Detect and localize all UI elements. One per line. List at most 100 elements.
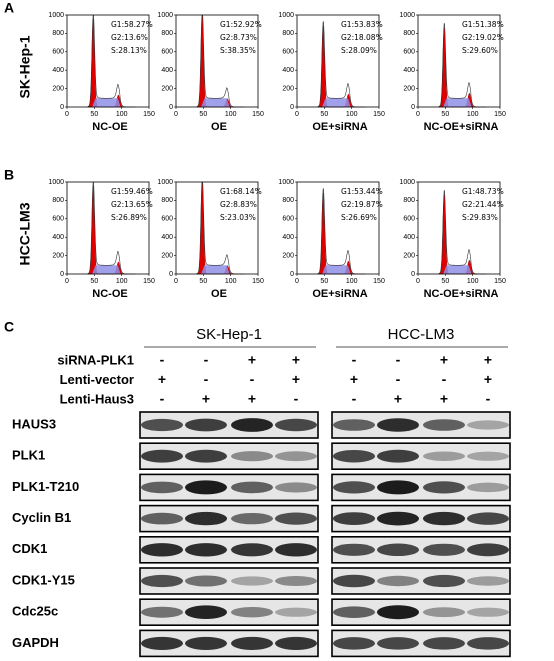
sign: - (396, 371, 401, 387)
band (231, 576, 273, 586)
y-tick-label: 200 (161, 85, 173, 92)
y-tick-label: 1000 (48, 179, 64, 186)
y-tick-label: 800 (161, 197, 173, 204)
band (467, 482, 509, 493)
band (141, 418, 183, 432)
band (185, 418, 227, 432)
band (423, 481, 465, 494)
y-tick-label: 600 (161, 216, 173, 223)
y-tick-label: 800 (52, 197, 64, 204)
band (467, 607, 509, 617)
x-tick-label: 50 (441, 111, 449, 118)
protein-label: Cdc25c (12, 604, 58, 619)
phase-stat: G1:58.27% (111, 20, 153, 29)
protein-label: Cyclin B1 (12, 510, 71, 525)
band (467, 543, 509, 557)
x-tick-label: 150 (373, 111, 385, 118)
sign: - (352, 352, 357, 368)
band (467, 420, 509, 430)
plot-frame (66, 181, 150, 275)
sign: - (204, 352, 209, 368)
y-tick-label: 600 (161, 49, 173, 56)
s-phase-area (438, 98, 479, 107)
x-tick-label: 100 (346, 278, 358, 285)
x-tick-label: 0 (416, 111, 420, 118)
g1-g2-area (87, 185, 128, 275)
y-tick-label: 200 (282, 85, 294, 92)
y-tick-label: 800 (161, 30, 173, 37)
band (333, 419, 375, 431)
x-tick-label: 150 (373, 278, 385, 285)
band (333, 512, 375, 525)
sign: - (442, 371, 447, 387)
y-tick-label: 200 (403, 85, 415, 92)
band (467, 637, 509, 650)
y-tick-label: 600 (282, 216, 294, 223)
band (423, 511, 465, 526)
plot-name: NC-OE+siRNA (424, 288, 499, 300)
group-title: HCC-LM3 (388, 326, 455, 343)
band (185, 636, 227, 650)
sign: + (350, 371, 358, 387)
band (275, 636, 317, 650)
y-tick-label: 600 (52, 49, 64, 56)
phase-stat: G1:68.14% (220, 187, 262, 196)
x-tick-label: 50 (199, 278, 207, 285)
phase-stat: G2:13.6% (111, 33, 148, 42)
blot-strip (139, 473, 319, 502)
y-tick-label: 200 (52, 252, 64, 259)
band (275, 543, 317, 557)
band (141, 606, 183, 618)
x-tick-label: 0 (174, 111, 178, 118)
plot-name: OE+siRNA (312, 121, 367, 133)
y-tick-label: 800 (52, 30, 64, 37)
y-tick-label: 600 (403, 216, 415, 223)
sign: + (202, 391, 210, 407)
band (377, 418, 419, 432)
y-tick-label: 800 (282, 197, 294, 204)
band (275, 512, 317, 525)
y-tick-label: 400 (282, 234, 294, 241)
band (231, 451, 273, 462)
x-tick-label: 50 (90, 278, 98, 285)
phase-stat: G2:13.65% (111, 200, 153, 209)
s-phase-area (196, 98, 237, 107)
y-tick-label: 200 (403, 252, 415, 259)
band (141, 543, 183, 557)
sign: + (292, 352, 300, 368)
y-tick-label: 200 (52, 85, 64, 92)
y-tick-label: 400 (161, 234, 173, 241)
cell-line-label: HCC-LM3 (17, 202, 33, 265)
protein-label: PLK1-T210 (12, 479, 79, 494)
y-tick-label: 400 (282, 67, 294, 74)
band (333, 637, 375, 650)
band (141, 636, 183, 650)
x-tick-label: 50 (199, 111, 207, 118)
protein-label: CDK1 (12, 541, 47, 556)
y-tick-label: 200 (282, 252, 294, 259)
band (231, 607, 273, 618)
band (423, 607, 465, 618)
plot-frame (175, 14, 259, 108)
phase-stat: G2:21.44% (462, 200, 504, 209)
x-tick-label: 150 (252, 278, 264, 285)
x-tick-label: 0 (295, 111, 299, 118)
x-tick-label: 100 (467, 278, 479, 285)
phase-stat: S:28.13% (111, 46, 147, 55)
phase-stat: G1:53.44% (341, 187, 383, 196)
phase-stat: G1:59.46% (111, 187, 153, 196)
band (275, 451, 317, 462)
protein-label: HAUS3 (12, 416, 56, 431)
band (141, 574, 183, 588)
x-tick-label: 100 (116, 111, 128, 118)
band (377, 637, 419, 650)
band (185, 480, 227, 495)
x-tick-label: 150 (252, 111, 264, 118)
phase-stat: G2:19.87% (341, 200, 383, 209)
band (185, 511, 227, 526)
protein-label: GAPDH (12, 635, 59, 650)
condition-label: Lenti-Haus3 (60, 391, 134, 406)
y-tick-label: 400 (52, 234, 64, 241)
band (275, 482, 317, 493)
